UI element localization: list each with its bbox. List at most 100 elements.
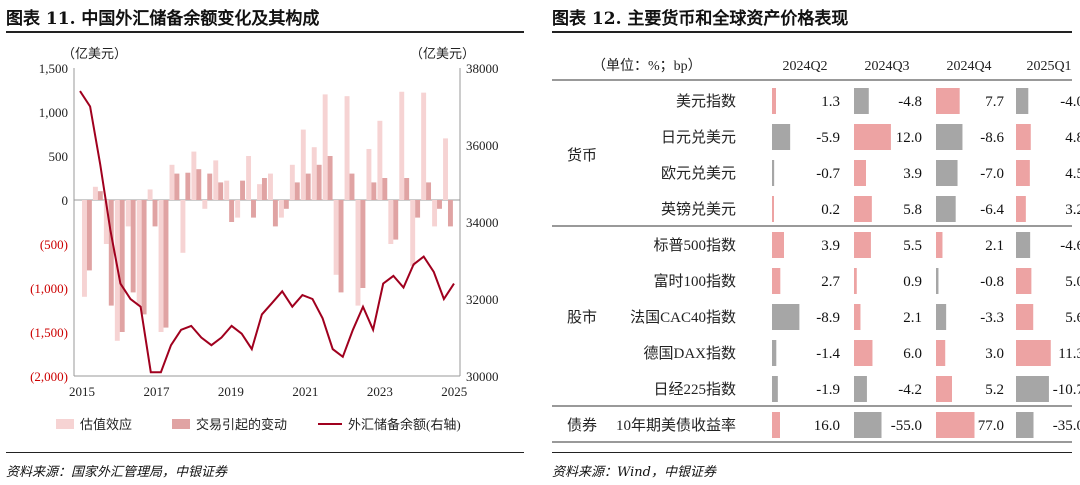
valuation-bar	[421, 92, 427, 200]
value-label: 5.0	[1065, 274, 1080, 290]
value-label: 0.2	[821, 202, 840, 218]
valuation-bar	[432, 200, 438, 227]
value-bar	[936, 412, 975, 438]
y-left-tick-label: 500	[49, 149, 69, 164]
group-label: 股市	[567, 309, 597, 326]
fx-reserves-chart: 1,500 1,000 500 0 (500) (1,000) (1,500) (2,000)…	[30, 46, 499, 432]
value-bar	[854, 160, 866, 186]
transaction-bar	[251, 200, 256, 218]
value-label: -35.0	[1053, 418, 1080, 434]
transaction-bar	[371, 182, 377, 200]
value-bar	[854, 340, 873, 366]
transaction-bar	[349, 173, 355, 200]
value-label: 12.0	[896, 130, 922, 146]
transaction-bar	[393, 200, 399, 240]
valuation-bar	[213, 160, 219, 200]
group-label: 债券	[567, 417, 597, 434]
y-right-tick-label: 38000	[466, 61, 499, 76]
transaction-bar	[185, 172, 191, 200]
y-left-tick-label: (1,000)	[30, 281, 68, 296]
value-label: 5.5	[903, 238, 922, 254]
value-label: -55.0	[891, 418, 922, 434]
right-title-rule	[552, 31, 1072, 33]
value-bar	[936, 268, 939, 294]
left-chart-title: 图表 11. 中国外汇储备余额变化及其构成	[6, 9, 320, 29]
y-right-tick-label: 34000	[466, 215, 499, 230]
transaction-bar	[218, 182, 224, 200]
row-label: 标普500指数	[653, 237, 736, 254]
reserve-balance-line	[79, 90, 455, 374]
transaction-bar	[141, 200, 147, 315]
value-bar	[1016, 304, 1034, 330]
valuation-bar	[125, 200, 131, 227]
value-bar	[936, 160, 958, 186]
valuation-bar	[410, 200, 416, 266]
value-label: 7.7	[985, 94, 1004, 110]
transaction-bar	[404, 178, 410, 200]
value-bar	[1016, 412, 1034, 438]
y-left-tick-label: (2,000)	[30, 369, 68, 384]
valuation-bar	[235, 200, 241, 218]
value-bar	[936, 304, 947, 330]
right-bottom-rule	[552, 452, 1072, 453]
value-label: -4.6	[1060, 238, 1080, 254]
transaction-bar	[360, 200, 366, 288]
transaction-bar	[294, 182, 300, 200]
value-bar	[1016, 268, 1032, 294]
right-source-note: 资料来源：Wind，中银证券	[552, 465, 716, 480]
valuation-bar	[333, 200, 339, 275]
value-label: 3.9	[821, 238, 840, 254]
row-label: 10年期美债收益率	[616, 417, 736, 434]
transaction-bar	[196, 169, 202, 200]
valuation-bar	[443, 138, 448, 200]
value-bar	[1016, 376, 1049, 402]
value-bar	[772, 340, 777, 366]
column-header: 2024Q4	[946, 59, 991, 74]
value-bar	[1016, 124, 1031, 150]
transaction-bar	[229, 200, 235, 222]
value-label: 3.2	[1065, 202, 1080, 218]
valuation-bar	[355, 200, 361, 306]
value-label: -4.0	[1060, 94, 1080, 110]
value-label: -3.3	[980, 310, 1004, 326]
transaction-bar	[382, 178, 388, 200]
value-bar	[936, 196, 956, 222]
value-bar	[854, 88, 869, 114]
transaction-bar	[240, 180, 246, 200]
row-label: 美元指数	[676, 93, 736, 110]
left-source-note: 资料来源：国家外汇管理局，中银证券	[6, 465, 228, 480]
transaction-bar	[261, 178, 267, 200]
value-bar	[936, 340, 946, 366]
valuation-bar	[224, 180, 230, 200]
value-bar	[772, 376, 778, 402]
right-table-title: 图表 12. 主要货币和全球资产价格表现	[552, 9, 849, 29]
transaction-bar	[272, 200, 278, 227]
x-tick-label: 2017	[143, 384, 170, 399]
transaction-bar	[174, 173, 180, 200]
value-label: 2.1	[985, 238, 1004, 254]
left-title-rule	[6, 31, 524, 33]
value-label: 2.1	[903, 310, 922, 326]
value-bar	[854, 412, 882, 438]
valuation-bar	[268, 173, 273, 200]
transaction-bar	[447, 200, 453, 227]
y-left-axis-label: （亿美元）	[62, 46, 127, 61]
valuation-bar	[344, 96, 350, 200]
value-bar	[854, 376, 867, 402]
value-label: -0.7	[816, 166, 840, 182]
value-label: -0.8	[980, 274, 1004, 290]
valuation-bar	[92, 186, 98, 200]
value-label: -1.4	[816, 346, 840, 362]
valuation-bar	[191, 151, 197, 200]
value-bar	[936, 88, 960, 114]
transaction-bar	[207, 173, 213, 200]
valuation-bar	[82, 200, 87, 297]
valuation-bar	[300, 129, 306, 200]
column-header: 2025Q1	[1026, 59, 1071, 74]
y-left-tick-label: (500)	[40, 237, 68, 252]
value-bar	[772, 304, 800, 330]
transaction-bar	[327, 156, 333, 200]
value-label: -5.9	[816, 130, 840, 146]
value-bar	[854, 124, 891, 150]
y-left-tick-label: (1,500)	[30, 325, 68, 340]
